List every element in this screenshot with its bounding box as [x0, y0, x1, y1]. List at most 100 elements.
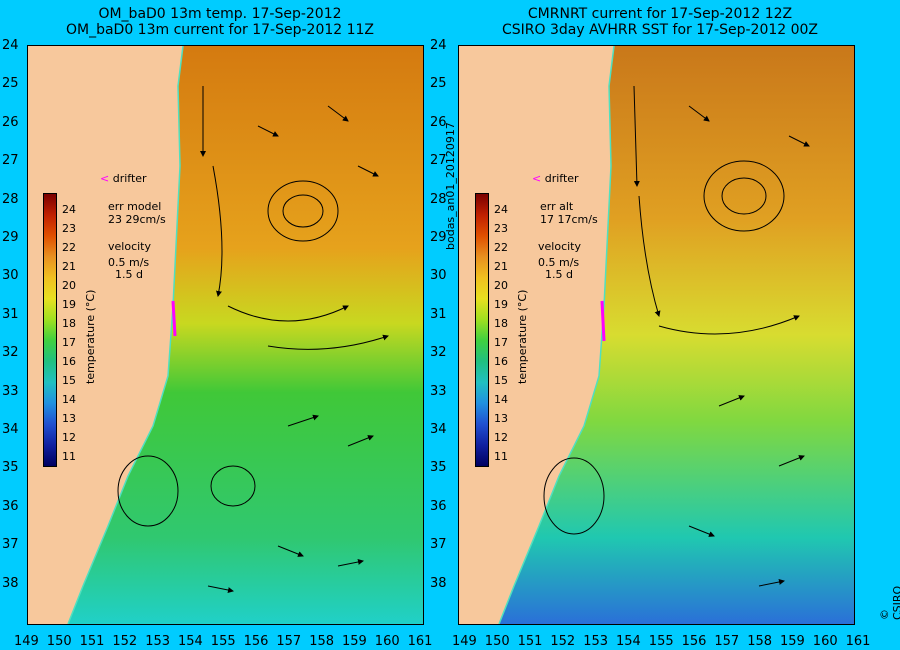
- lon-tick: 160: [374, 634, 400, 649]
- lat-tick: 24: [2, 38, 19, 53]
- lon-tick: 155: [210, 634, 236, 649]
- colorbar-tick: 24: [494, 203, 508, 216]
- left-colorbar-title: temperature (°C): [84, 289, 97, 384]
- left-title-line1: OM_baD0 13m temp. 17-Sep-2012: [98, 6, 342, 22]
- lon-tick: 152: [112, 634, 138, 649]
- lat-tick: 34: [430, 422, 447, 437]
- lat-tick: 25: [2, 76, 19, 92]
- lon-tick: 161: [407, 634, 433, 649]
- left-title-line2: OM_baD0 13m current for 17-Sep-2012 11Z: [65, 22, 375, 38]
- lon-tick: 159: [780, 634, 805, 649]
- left-err-value: 23 29cm/s: [108, 213, 166, 226]
- colorbar-tick: 18: [62, 317, 76, 330]
- lat-tick: 26: [2, 114, 19, 130]
- lon-tick: 152: [550, 634, 576, 649]
- right-title: CMRNRT current for 17-Sep-2012 12Z CSIRO…: [480, 6, 840, 38]
- left-colorbar: [43, 193, 57, 467]
- lon-tick: 153: [145, 634, 171, 649]
- lat-tick: 38: [430, 575, 447, 591]
- colorbar-tick: 15: [494, 374, 508, 387]
- right-colorbar: [475, 193, 489, 467]
- left-speed-label: 0.5 m/s: [108, 256, 150, 269]
- lat-tick: 31: [2, 306, 19, 322]
- lon-tick: 150: [484, 634, 510, 649]
- left-velocity-label: velocity: [108, 240, 151, 253]
- left-title: OM_baD0 13m temp. 17-Sep-2012 OM_baD0 13…: [60, 6, 380, 38]
- land-australia: [28, 46, 183, 624]
- lon-tick: 157: [276, 634, 302, 649]
- lat-tick: 26: [430, 114, 447, 130]
- colorbar-tick: 13: [62, 412, 76, 425]
- right-title-line1: CMRNRT current for 17-Sep-2012 12Z: [527, 6, 793, 22]
- right-speed-label: 0.5 m/s: [538, 256, 580, 269]
- colorbar-tick: 19: [494, 298, 508, 311]
- right-map-svg: [459, 46, 854, 624]
- left-err-label: err model: [108, 200, 162, 213]
- lon-tick: 154: [616, 634, 641, 649]
- drifter-track: [171, 300, 177, 337]
- lat-tick: 35: [2, 460, 19, 476]
- lon-tick: 156: [681, 634, 707, 649]
- lon-tick: 151: [79, 634, 105, 649]
- colorbar-tick: 21: [62, 260, 76, 273]
- right-drifter-legend: < drifter: [532, 172, 579, 185]
- lon-tick: 151: [517, 634, 543, 649]
- lon-tick: 158: [309, 634, 335, 649]
- lon-tick: 155: [648, 634, 674, 649]
- colorbar-tick: 23: [494, 222, 508, 235]
- lon-tick: 150: [46, 634, 72, 649]
- colorbar-tick: 11: [62, 450, 76, 463]
- colorbar-tick: 17: [62, 336, 76, 349]
- lat-tick: 27: [430, 153, 447, 169]
- lat-tick: 27: [2, 153, 19, 169]
- colorbar-tick: 22: [494, 241, 508, 254]
- lat-tick: 36: [2, 498, 19, 514]
- lon-tick: 157: [714, 634, 740, 649]
- land-australia: [459, 46, 614, 624]
- right-colorbar-title: temperature (°C): [516, 289, 529, 384]
- right-velocity-label: velocity: [538, 240, 581, 253]
- lat-tick: 34: [2, 422, 19, 437]
- lat-tick: 37: [430, 537, 447, 553]
- colorbar-tick: 21: [494, 260, 508, 273]
- right-err-label: err alt: [540, 200, 574, 213]
- colorbar-tick: 24: [62, 203, 76, 216]
- colorbar-tick: 14: [494, 393, 508, 406]
- left-duration-label: 1.5 d: [115, 268, 143, 281]
- coastline-isobath: [498, 46, 615, 624]
- drifter-track: [600, 300, 606, 342]
- right-duration-label: 1.5 d: [545, 268, 573, 281]
- colorbar-tick: 16: [62, 355, 76, 368]
- colorbar-tick: 12: [62, 431, 76, 444]
- middle-side-label: bodas_an01_20120917: [444, 122, 457, 250]
- colorbar-tick: 22: [62, 241, 76, 254]
- colorbar-tick: 23: [62, 222, 76, 235]
- lat-tick: 36: [430, 498, 447, 514]
- right-map-panel: [458, 45, 855, 625]
- colorbar-tick: 16: [494, 355, 508, 368]
- lat-tick: 37: [2, 537, 19, 553]
- lat-tick: 33: [430, 383, 447, 399]
- left-map-svg: [28, 46, 423, 624]
- lon-tick: 149: [452, 634, 477, 649]
- lon-tick: 154: [178, 634, 203, 649]
- coastline-isobath: [67, 46, 184, 624]
- right-title-line2: CSIRO 3day AVHRR SST for 17-Sep-2012 00Z: [501, 22, 819, 38]
- left-map-panel: [27, 45, 424, 625]
- lat-tick: 29: [2, 230, 19, 245]
- left-drifter-legend: < drifter: [100, 172, 147, 185]
- colorbar-tick: 13: [494, 412, 508, 425]
- lon-tick: 159: [342, 634, 367, 649]
- colorbar-tick: 20: [494, 279, 508, 292]
- colorbar-tick: 15: [62, 374, 76, 387]
- lat-tick: 30: [2, 268, 19, 284]
- lat-tick: 31: [430, 306, 447, 322]
- lat-tick: 33: [2, 383, 19, 399]
- right-side-label: © CSIRO 2012 29-Sep-2012 094949: [878, 585, 900, 620]
- lat-tick: 28: [430, 191, 447, 207]
- colorbar-tick: 20: [62, 279, 76, 292]
- lon-tick: 160: [812, 634, 838, 649]
- lon-tick: 161: [845, 634, 871, 649]
- colorbar-tick: 11: [494, 450, 508, 463]
- current-vectors: [543, 85, 810, 587]
